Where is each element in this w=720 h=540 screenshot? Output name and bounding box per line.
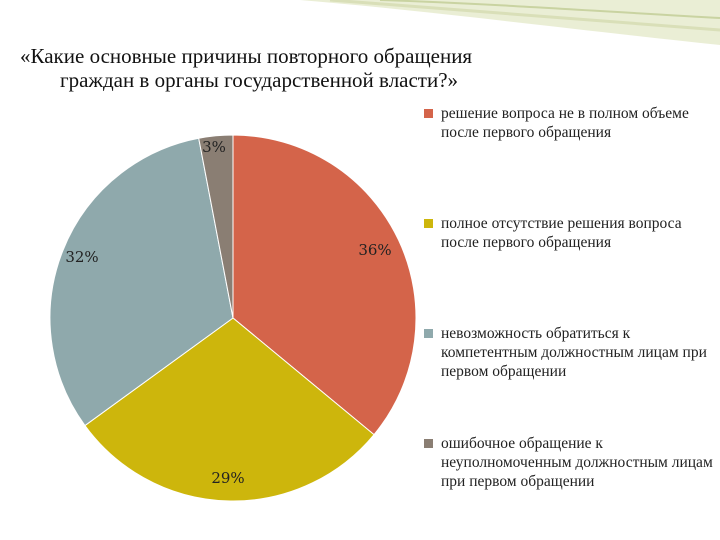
slide-title: «Какие основные причины повторного обращ… — [20, 44, 640, 92]
legend-item-1: решение вопроса не в полном объеме после… — [424, 104, 714, 142]
legend-label-3: невозможность обратиться к компетентным … — [441, 325, 707, 380]
header-decoration — [300, 0, 720, 45]
data-label-3: 32% — [65, 248, 98, 266]
pie-slice-1 — [232, 134, 417, 436]
legend-swatch-2 — [424, 219, 433, 228]
legend-swatch-1 — [424, 109, 433, 118]
pie-slice-4 — [198, 134, 234, 319]
legend-item-2: полное отсутствие решения вопроса после … — [424, 214, 714, 252]
legend-label-4: ошибочное обращение к неуполномоченным д… — [441, 435, 713, 490]
legend-label-2: полное отсутствие решения вопроса после … — [441, 215, 682, 251]
legend-swatch-4 — [424, 439, 433, 448]
pie-slice-2 — [84, 317, 375, 502]
title-line-2: граждан в органы государственной власти?… — [60, 68, 459, 92]
legend-swatch-3 — [424, 329, 433, 338]
data-label-1: 36% — [358, 241, 391, 259]
title-line-1: «Какие основные причины повторного обращ… — [20, 44, 473, 68]
data-label-4: 3% — [202, 138, 226, 156]
legend-item-3: невозможность обратиться к компетентным … — [424, 324, 714, 381]
data-label-2: 29% — [211, 469, 244, 487]
pie-slice-3 — [49, 137, 234, 427]
legend-item-4: ошибочное обращение к неуполномоченным д… — [424, 434, 714, 491]
legend-label-1: решение вопроса не в полном объеме после… — [441, 105, 689, 141]
